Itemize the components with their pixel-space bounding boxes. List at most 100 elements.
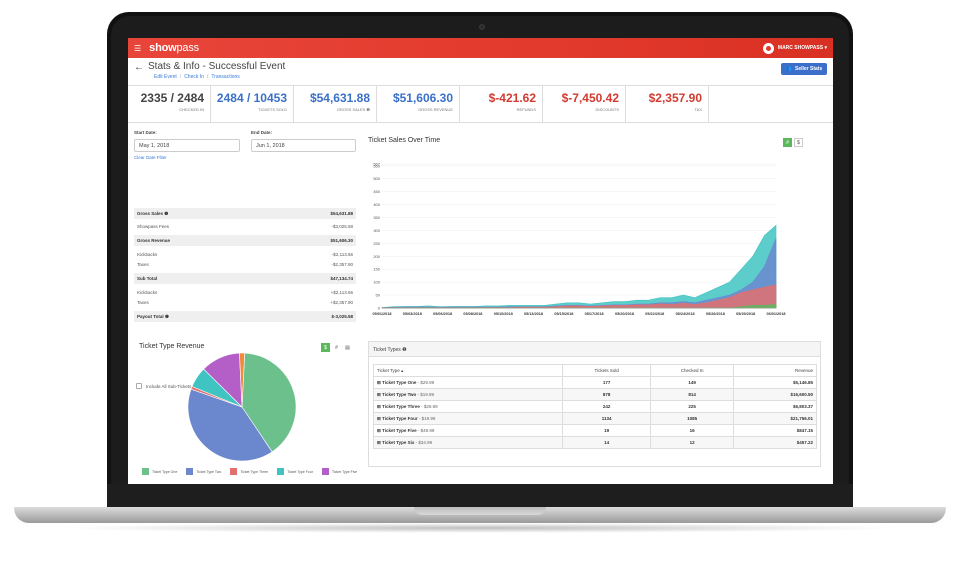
start-date-input[interactable]: May 1, 2018 [134,139,240,152]
x-tick-label: 05/08/2018 [463,312,482,316]
legend-swatch [186,468,194,475]
ticket-types-table: Ticket Type ▴ Tickets Sold Checked In Re… [372,364,817,449]
stat-3: $51,606.30 GROSS REVENUE [377,86,460,122]
pie-legend: Ticket Type One Ticket Type Two Ticket Typ… [142,468,366,475]
stat-4: $-421.62 REFUNDS [460,86,543,122]
table-row[interactable]: ⊞ Ticket Type Four - $19.99 1134 1085 $21,7… [372,412,817,425]
stat-label: GROSS SALES ❶ [336,107,370,112]
series-area-0 [381,224,777,309]
summary-value: +$2,113.66 [330,290,353,295]
user-menu[interactable]: MARC SHOWPASS ▾ [762,42,827,54]
x-tick-label: 06/01/2018 [766,312,785,316]
top-nav-bar: ☰ showpass MARC SHOWPASS ▾ [128,38,833,58]
checked-in-cell: 1085 [650,412,735,425]
laptop-bottom-bezel [107,484,853,507]
showpass-logo[interactable]: showpass [149,42,199,54]
tickets-sold-cell: 177 [562,376,652,389]
back-arrow-icon[interactable]: ← [134,62,144,73]
stat-6: $2,357.90 TAX [626,86,709,122]
y-tick-label: 250 [373,241,380,246]
summary-row: Showpass Fees -$3,025.58 [134,221,356,232]
table-row[interactable]: ⊞ Ticket Type Three - $29.99 242 225 $6,803… [372,400,817,413]
legend-swatch [277,468,285,475]
summary-value: $51,606.30 [330,238,353,243]
stat-value: $51,606.30 [392,91,453,105]
summary-label: Gross Revenue [137,238,171,243]
col-ticket-type[interactable]: Ticket Type ▴ [372,364,564,377]
legend-label: Ticket Type Four [287,469,313,474]
col-tickets-sold[interactable]: Tickets Sold [562,364,652,377]
revenue-cell: $6,803.37 [733,400,817,413]
legend-label: Ticket Type Two [196,469,222,474]
stat-label: CHECKED IN [179,107,204,112]
crumb-edit-event[interactable]: Edit Event [154,74,177,80]
chart-toggle-count[interactable]: # [783,138,792,147]
stat-value: 2484 / 10453 [216,91,287,105]
pie-slice-ticket-type-six[interactable] [239,352,246,408]
legend-item[interactable]: Ticket Type Two [186,468,221,475]
hamburger-menu-icon[interactable]: ☰ [134,43,142,53]
summary-label: Kickbacks [137,252,158,257]
x-tick-label: 05/03/2018 [403,312,422,316]
laptop-notch [414,507,546,515]
table-row[interactable]: ⊞ Ticket Type Five - $49.99 19 16 $847.15 [372,424,817,437]
chart-toggle-dollar[interactable]: $ [794,138,803,147]
legend-item[interactable]: Ticket Type Four [277,468,313,475]
pie-slice-ticket-type-two[interactable] [188,388,273,462]
pie-toggle-dollar[interactable]: $ [321,343,330,352]
summary-value: +$2,357.90 [330,300,353,305]
y-tick-label: 450 [373,189,380,194]
crumb-check-in[interactable]: Check In [184,74,204,80]
legend-item[interactable]: Ticket Type Three [230,468,268,475]
stat-0: 2335 / 2484 CHECKED IN [128,86,211,122]
y-tick-label: 350 [373,215,380,220]
col-checked-in[interactable]: Checked In [650,364,735,377]
seller-stats-button[interactable]: 👥 Seller Stats [781,63,827,75]
stat-value: $54,631.88 [309,91,370,105]
end-date-input[interactable]: Jun 1, 2018 [251,139,356,152]
table-row[interactable]: ⊞ Ticket Type One - $29.99 177 149 $5,146.8… [372,376,817,389]
stat-1: 2484 / 10453 TICKETS SOLD [211,86,294,122]
summary-row: Taxes +$2,357.90 [134,297,356,308]
table-row[interactable]: ⊞ Ticket Type Two - $19.99 878 814 $16,600.… [372,388,817,401]
revenue-cell: $847.15 [733,424,817,437]
x-tick-label: 05/29/2018 [736,312,755,316]
legend-swatch [321,468,329,475]
checked-in-cell: 814 [650,388,735,401]
laptop-shadow [60,523,900,533]
ticket-type-cell: ⊞ Ticket Type Five - $49.99 [372,424,564,437]
summary-value: -$3,025.58 [331,224,353,229]
pie-slice-ticket-type-one[interactable] [241,352,297,453]
x-tick-label: 05/26/2018 [706,312,725,316]
checked-in-cell: 12 [650,436,735,449]
revenue-cell: $457.22 [733,436,817,449]
legend-item[interactable]: Ticket Type One [142,468,177,475]
summary-row: Kickbacks +$2,113.66 [134,287,356,298]
pie-toggle-count[interactable]: # [335,344,338,351]
checked-in-cell: 149 [650,376,735,389]
pie-toggle-table[interactable]: ▤ [345,344,350,351]
end-date-label: End Date: [251,130,273,135]
x-tick-label: 05/13/2018 [524,312,543,316]
user-name: MARC SHOWPASS ▾ [777,45,827,51]
pie-chart-title: Ticket Type Revenue [139,343,205,350]
summary-row: Gross Sales ❶ $54,631.88 [134,208,356,219]
stat-label: TAX [694,107,702,112]
ticket-type-cell: ⊞ Ticket Type Six - $34.99 [372,436,564,449]
legend-label: Ticket Type One [152,469,178,474]
clear-date-filter-link[interactable]: Clear Date Filter [134,155,167,160]
stat-label: TICKETS SOLD [258,107,287,112]
table-row[interactable]: ⊞ Ticket Type Six - $34.99 14 12 $457.22 [372,436,817,449]
col-revenue[interactable]: Revenue [733,364,817,377]
summary-label: Gross Sales ❶ [137,210,169,216]
x-tick-label: 05/10/2018 [494,312,513,316]
include-sub-tickets-checkbox[interactable]: Include All Sub-Tickets in Total Count [136,383,220,389]
x-tick-label: 05/06/2018 [433,312,452,316]
crumb-transactions[interactable]: Transactions [211,74,240,80]
y-tick-label: 550 [373,163,380,168]
summary-value: $54,631.88 [330,211,353,216]
legend-item[interactable]: Ticket Type Five [321,468,357,475]
checked-in-cell: 225 [650,400,735,413]
tickets-sold-cell: 878 [562,388,652,401]
